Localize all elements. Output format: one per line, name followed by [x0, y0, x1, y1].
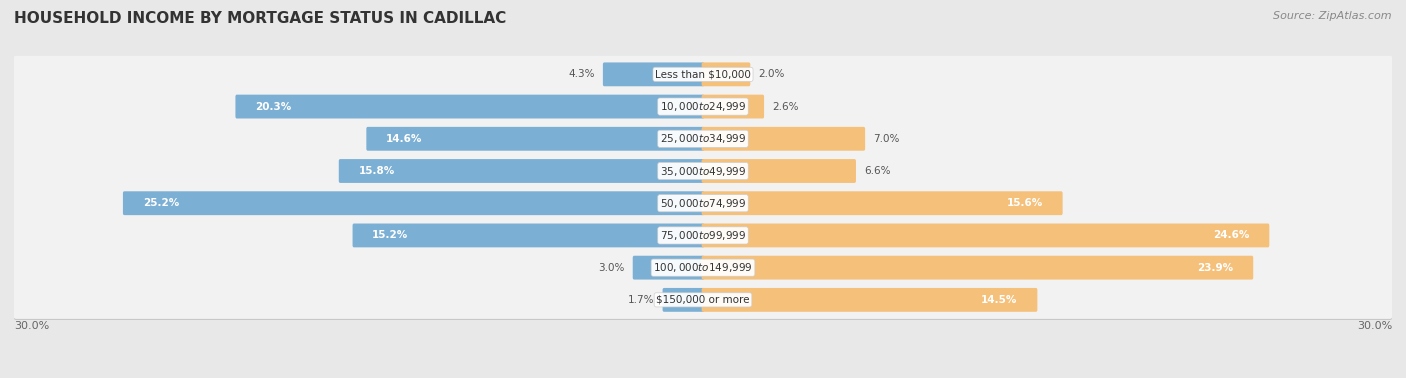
FancyBboxPatch shape — [13, 217, 1393, 255]
FancyBboxPatch shape — [13, 88, 1393, 125]
Text: $75,000 to $99,999: $75,000 to $99,999 — [659, 229, 747, 242]
FancyBboxPatch shape — [339, 159, 704, 183]
FancyBboxPatch shape — [13, 120, 1393, 158]
Text: 15.8%: 15.8% — [359, 166, 395, 176]
FancyBboxPatch shape — [13, 185, 1393, 223]
FancyBboxPatch shape — [702, 288, 1038, 312]
FancyBboxPatch shape — [13, 152, 1393, 190]
FancyBboxPatch shape — [13, 249, 1393, 287]
FancyBboxPatch shape — [13, 88, 1393, 126]
Text: 14.6%: 14.6% — [387, 134, 422, 144]
Text: 20.3%: 20.3% — [256, 102, 291, 112]
FancyBboxPatch shape — [235, 94, 704, 118]
FancyBboxPatch shape — [702, 94, 763, 118]
Text: $35,000 to $49,999: $35,000 to $49,999 — [659, 164, 747, 178]
FancyBboxPatch shape — [13, 281, 1393, 319]
FancyBboxPatch shape — [702, 127, 865, 151]
FancyBboxPatch shape — [13, 56, 1393, 94]
Text: 14.5%: 14.5% — [981, 295, 1018, 305]
FancyBboxPatch shape — [702, 62, 751, 86]
Text: 30.0%: 30.0% — [14, 321, 49, 331]
FancyBboxPatch shape — [702, 256, 1253, 280]
Text: $25,000 to $34,999: $25,000 to $34,999 — [659, 132, 747, 145]
Text: 6.6%: 6.6% — [863, 166, 890, 176]
FancyBboxPatch shape — [122, 191, 704, 215]
FancyBboxPatch shape — [13, 121, 1393, 158]
FancyBboxPatch shape — [13, 217, 1393, 254]
Text: Less than $10,000: Less than $10,000 — [655, 69, 751, 79]
Text: 24.6%: 24.6% — [1213, 231, 1250, 240]
FancyBboxPatch shape — [702, 191, 1063, 215]
FancyBboxPatch shape — [603, 62, 704, 86]
Text: 3.0%: 3.0% — [599, 263, 624, 273]
Text: $50,000 to $74,999: $50,000 to $74,999 — [659, 197, 747, 210]
FancyBboxPatch shape — [13, 55, 1393, 93]
Text: Source: ZipAtlas.com: Source: ZipAtlas.com — [1274, 11, 1392, 21]
Text: 4.3%: 4.3% — [568, 69, 595, 79]
Text: 15.6%: 15.6% — [1007, 198, 1043, 208]
Text: 1.7%: 1.7% — [628, 295, 655, 305]
Text: $10,000 to $24,999: $10,000 to $24,999 — [659, 100, 747, 113]
FancyBboxPatch shape — [13, 282, 1393, 319]
FancyBboxPatch shape — [13, 153, 1393, 191]
Text: 23.9%: 23.9% — [1198, 263, 1233, 273]
Text: 25.2%: 25.2% — [142, 198, 179, 208]
FancyBboxPatch shape — [702, 223, 1270, 247]
FancyBboxPatch shape — [13, 184, 1393, 222]
FancyBboxPatch shape — [702, 159, 856, 183]
FancyBboxPatch shape — [353, 223, 704, 247]
Text: 7.0%: 7.0% — [873, 134, 900, 144]
Text: 15.2%: 15.2% — [373, 231, 409, 240]
Text: HOUSEHOLD INCOME BY MORTGAGE STATUS IN CADILLAC: HOUSEHOLD INCOME BY MORTGAGE STATUS IN C… — [14, 11, 506, 26]
Text: $100,000 to $149,999: $100,000 to $149,999 — [654, 261, 752, 274]
FancyBboxPatch shape — [367, 127, 704, 151]
Text: 2.6%: 2.6% — [772, 102, 799, 112]
FancyBboxPatch shape — [662, 288, 704, 312]
Text: 2.0%: 2.0% — [758, 69, 785, 79]
FancyBboxPatch shape — [633, 256, 704, 280]
Text: $150,000 or more: $150,000 or more — [657, 295, 749, 305]
FancyBboxPatch shape — [13, 249, 1393, 287]
Text: 30.0%: 30.0% — [1357, 321, 1392, 331]
